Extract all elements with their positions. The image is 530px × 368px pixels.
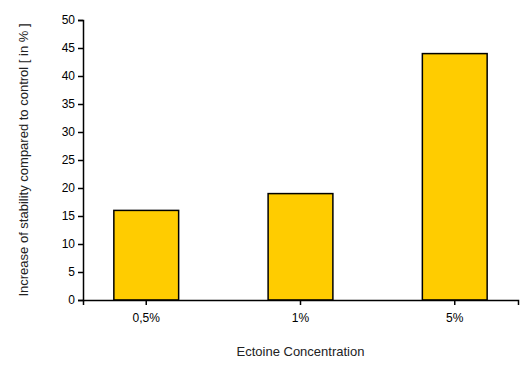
y-tick-label: 35 [62, 97, 76, 111]
y-tick-label: 15 [62, 209, 76, 223]
y-tick-label: 40 [62, 69, 76, 83]
y-axis-line [78, 21, 84, 301]
y-tick: 20 [62, 181, 83, 195]
chart-container: 0 5 10 15 20 25 30 35 40 45 50 0,5% 1% 5% Ectoine Conc… [0, 0, 530, 368]
y-tick: 40 [62, 69, 83, 83]
y-axis-title: Increase of stability compared to contro… [16, 23, 31, 296]
bar [422, 54, 487, 300]
y-tick-label: 5 [68, 265, 75, 279]
y-tick-mark [78, 244, 83, 246]
y-tick-mark [78, 132, 83, 134]
y-tick-mark [78, 160, 83, 162]
x-axis-title: Ectoine Concentration [237, 344, 365, 359]
x-tick-label: 5% [446, 311, 464, 325]
y-axis: 0 5 10 15 20 25 30 35 40 45 50 [62, 13, 84, 307]
y-tick-mark [78, 188, 83, 190]
y-tick-mark [78, 216, 83, 218]
y-tick: 5 [68, 265, 83, 279]
y-tick: 35 [62, 97, 83, 111]
y-tick: 15 [62, 209, 83, 223]
y-tick-label: 10 [62, 237, 76, 251]
y-tick-label: 50 [62, 13, 76, 27]
y-tick: 30 [62, 125, 83, 139]
x-tick: 5% [446, 300, 464, 325]
x-tick-mark [454, 300, 456, 305]
y-tick: 0 [68, 293, 83, 307]
y-tick-mark [78, 104, 83, 106]
x-axis: 0,5% 1% 5% [84, 300, 519, 325]
y-tick-label: 25 [62, 153, 76, 167]
y-tick: 25 [62, 153, 83, 167]
y-tick: 10 [62, 237, 83, 251]
x-tick: 0,5% [133, 300, 161, 325]
y-tick: 45 [62, 41, 83, 55]
bars [114, 54, 487, 300]
x-axis-line [84, 301, 519, 306]
x-tick-label: 1% [292, 311, 310, 325]
y-tick-label: 0 [68, 293, 75, 307]
chart-svg: 0 5 10 15 20 25 30 35 40 45 50 0,5% 1% 5% Ectoine Conc… [0, 0, 530, 368]
y-tick-mark [78, 272, 83, 274]
bar [268, 194, 333, 300]
x-tick-mark [300, 300, 302, 305]
y-tick-mark [78, 76, 83, 78]
plot: 0 5 10 15 20 25 30 35 40 45 50 0,5% 1% 5% [62, 13, 519, 325]
x-tick-mark [145, 300, 147, 305]
x-tick-label: 0,5% [133, 311, 161, 325]
x-tick: 1% [292, 300, 310, 325]
y-tick-label: 30 [62, 125, 76, 139]
bar [114, 210, 179, 300]
y-tick-mark [78, 20, 83, 22]
y-tick-label: 45 [62, 41, 76, 55]
y-tick-label: 20 [62, 181, 76, 195]
y-tick-mark [78, 300, 83, 302]
y-tick-mark [78, 48, 83, 50]
y-tick: 50 [62, 13, 83, 27]
